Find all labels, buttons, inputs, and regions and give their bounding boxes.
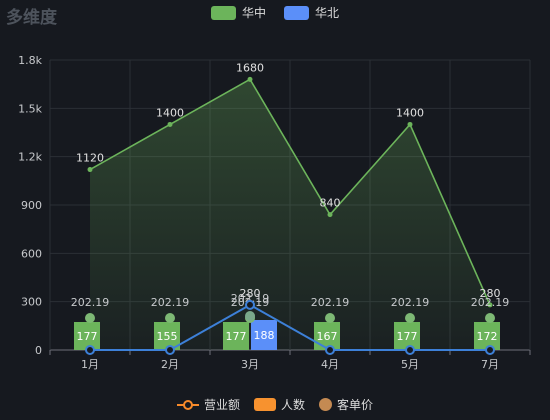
line-point-huazhong <box>487 302 493 308</box>
line-point-huabei <box>325 345 335 355</box>
line-data-label: 1680 <box>236 61 264 74</box>
line-circle-icon <box>176 399 199 410</box>
legend-label-people: 人数 <box>280 398 305 412</box>
legend-item-huazhong[interactable]: 华中 <box>210 4 266 21</box>
line-series-huazhong <box>89 78 491 306</box>
legend-item-unit-price[interactable]: 客单价 <box>319 396 373 413</box>
line-point-huazhong <box>87 167 93 173</box>
legend-label-unit-price: 客单价 <box>337 398 374 412</box>
line-data-label: 1400 <box>156 106 184 119</box>
rect-icon <box>253 398 276 411</box>
scatter-data-label: 202.19 <box>471 296 510 309</box>
scatter-point-huazhong <box>165 313 175 323</box>
line-data-label: 1400 <box>396 106 424 119</box>
legend-label-huazhong: 华中 <box>241 6 266 20</box>
bar-data-label: 167 <box>317 330 338 343</box>
bar-huazhong <box>74 322 100 350</box>
line-data-label: 280 <box>480 287 501 300</box>
scatter-point-huazhong <box>485 313 495 323</box>
line-data-label: 280 <box>240 287 261 300</box>
legend-item-people[interactable]: 人数 <box>253 396 305 413</box>
y-tick-label: 0 <box>35 344 42 357</box>
scatter-data-label: 202.19 <box>151 296 190 309</box>
line-point-huazhong <box>327 212 333 218</box>
bar-huazhong <box>314 322 340 350</box>
line-series-huabei <box>90 303 490 351</box>
line-point-huazhong <box>247 76 253 82</box>
scatter-data-label: 202.19 <box>71 296 110 309</box>
x-tick-label: 3月 <box>241 358 259 371</box>
scatter-data-label: 202.19 <box>311 296 350 309</box>
x-tick-label: 4月 <box>321 358 339 371</box>
x-tick-label: 7月 <box>481 358 499 371</box>
top-legend: 华中 华北 <box>0 4 550 21</box>
line-point-huabei <box>85 345 95 355</box>
legend-item-huabei[interactable]: 华北 <box>284 4 339 21</box>
bar-data-label: 188 <box>254 329 275 342</box>
scatter-data-label: 202.19 <box>391 296 430 309</box>
y-tick-label: 1.5k <box>18 102 42 115</box>
legend-swatch-huazhong <box>210 5 236 20</box>
scatter-point-huazhong <box>325 313 335 323</box>
line-point-huabei <box>405 345 415 355</box>
line-point-huazhong <box>167 121 173 127</box>
bar-data-label: 155 <box>157 330 178 343</box>
y-tick-label: 300 <box>21 296 42 309</box>
scatter-point-huazhong <box>405 313 415 323</box>
y-tick-label: 900 <box>21 199 42 212</box>
legend-item-revenue[interactable]: 营业额 <box>176 396 240 413</box>
bar-huazhong <box>474 322 500 350</box>
line-point-huazhong <box>407 121 413 127</box>
bar-huazhong <box>154 322 180 350</box>
y-tick-label: 600 <box>21 247 42 260</box>
x-tick-label: 5月 <box>401 358 419 371</box>
legend-label-huabei: 华北 <box>315 6 340 20</box>
bottom-legend: 营业额 人数 客单价 <box>0 396 550 413</box>
y-tick-label: 1.2k <box>18 151 42 164</box>
scatter-point-huabei <box>245 311 255 321</box>
scatter-point-huazhong <box>85 313 95 323</box>
bar-data-label: 172 <box>477 330 498 343</box>
line-point-huabei <box>245 299 255 310</box>
bar-huazhong <box>394 322 420 350</box>
bar-data-label: 177 <box>397 330 418 343</box>
bar-data-label: 177 <box>226 330 247 343</box>
line-data-label: 840 <box>320 197 341 210</box>
line-point-huabei <box>165 345 175 355</box>
legend-label-revenue: 营业额 <box>203 398 240 412</box>
line-point-huabei <box>485 345 495 355</box>
x-tick-label: 2月 <box>161 358 179 371</box>
chart-title: 多维度 <box>6 8 57 28</box>
bar-huabei <box>251 320 277 350</box>
legend-swatch-huabei <box>284 5 309 20</box>
bar-huazhong <box>223 322 249 350</box>
line-data-label: 1120 <box>76 152 104 165</box>
circle-icon <box>319 398 332 411</box>
y-tick-label: 1.8k <box>18 54 42 67</box>
x-tick-label: 1月 <box>81 358 99 371</box>
scatter-data-label: 202.19 <box>231 292 270 305</box>
bar-data-label: 177 <box>77 330 98 343</box>
